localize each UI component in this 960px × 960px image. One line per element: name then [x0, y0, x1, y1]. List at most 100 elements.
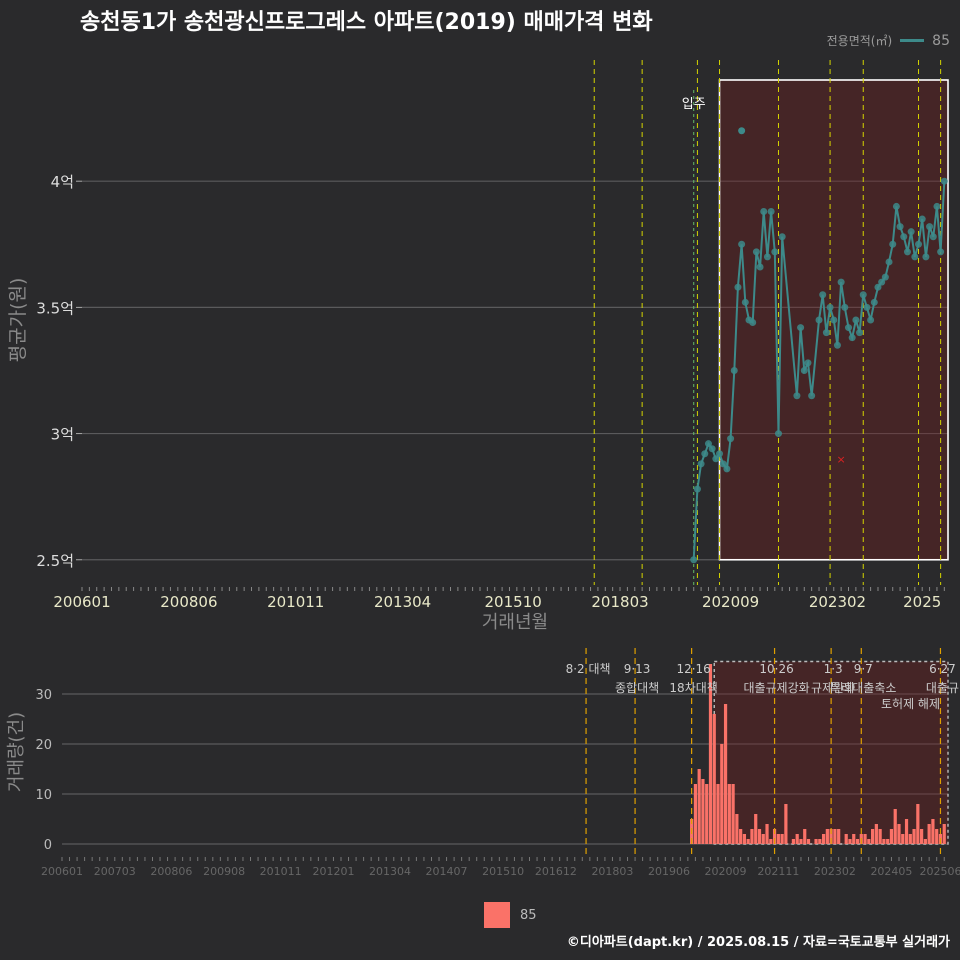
price-chart: 2.5억 3억 3.5억 4억 입주 × 200601 200806 201011 201304 2…: [7, 60, 949, 633]
volume-y-tick-label: 30: [35, 688, 52, 703]
price-point: [708, 445, 716, 453]
price-x-tick-label: 201803: [591, 593, 648, 611]
price-point: [734, 283, 742, 291]
policy-date-label: 12·16: [676, 662, 710, 676]
price-y-tick-label: 3억: [51, 426, 74, 444]
price-point: [712, 455, 720, 463]
price-x-tick-label: 200601: [53, 593, 110, 611]
volume-bar: [731, 784, 735, 844]
move-in-label: 입주: [682, 97, 706, 112]
price-point: [793, 392, 801, 400]
price-y-tick-label: 3.5억: [36, 299, 74, 317]
volume-bar: [829, 829, 833, 844]
price-point: [845, 324, 853, 332]
volume-bar: [795, 834, 799, 844]
price-point: [819, 291, 827, 299]
chart-title: 송천동1가 송천광신프로그레스 아파트(2019) 매매가격 변화: [80, 10, 653, 35]
policy-extra-label: 토허제 해제: [881, 697, 940, 711]
volume-bar: [942, 824, 946, 844]
volume-bar: [848, 839, 852, 844]
policy-name-label: 대출규제강화: [743, 681, 809, 695]
price-point: [808, 392, 816, 400]
price-point: [804, 359, 812, 367]
price-point: [693, 485, 701, 493]
volume-bar: [806, 839, 811, 844]
price-x-tick-label: 2025: [903, 593, 941, 611]
volume-legend-swatch-icon: [484, 902, 510, 928]
volume-x-tick-label: 201906: [648, 865, 690, 878]
price-point: [741, 298, 749, 306]
price-point: [896, 223, 904, 231]
policy-date-label: 1·3: [824, 662, 843, 676]
volume-bar: [742, 834, 747, 844]
volume-bar: [708, 664, 713, 844]
volume-x-tick-label: 201803: [591, 865, 633, 878]
volume-bar: [720, 744, 724, 844]
price-point: [704, 440, 712, 448]
policy-name-label: 규제완화: [811, 681, 855, 695]
price-point: [719, 460, 727, 468]
price-point: [723, 465, 731, 473]
volume-y-tick-label: 0: [44, 838, 52, 853]
volume-bar: [916, 804, 920, 844]
price-x-tick-label: 201011: [267, 593, 324, 611]
volume-bar: [697, 769, 701, 844]
volume-bar: [716, 784, 720, 844]
price-point: [885, 258, 893, 266]
volume-bar: [837, 829, 841, 844]
price-point: [929, 233, 937, 241]
volume-x-tick-label: 201011: [260, 865, 302, 878]
volume-bar: [931, 819, 935, 844]
volume-bar: [821, 834, 826, 844]
price-y-tick-label: 4억: [51, 173, 74, 191]
volume-x-tick-label: 201407: [426, 865, 468, 878]
volume-bar: [757, 829, 762, 844]
volume-bar: [727, 784, 731, 844]
volume-bar: [825, 829, 829, 844]
volume-bar: [712, 714, 716, 844]
volume-bar: [761, 834, 765, 844]
price-point: [767, 207, 775, 215]
price-point: [940, 177, 948, 185]
price-point: [774, 430, 782, 438]
price-point: [878, 278, 886, 286]
volume-x-tick-label: 200908: [203, 865, 245, 878]
price-point: [730, 366, 738, 374]
price-point: [833, 341, 841, 349]
volume-bar: [923, 839, 927, 844]
price-point: [749, 319, 757, 327]
volume-bar: [750, 829, 754, 844]
price-point: [822, 329, 830, 337]
volume-bar: [818, 839, 822, 844]
volume-bar: [746, 839, 750, 844]
volume-x-tick-label: 202302: [814, 865, 856, 878]
price-outlier-mark: ×: [837, 453, 846, 466]
volume-x-tick-label: 201510: [482, 865, 524, 878]
volume-bar: [882, 839, 886, 844]
price-point: [852, 316, 860, 324]
price-point: [771, 248, 779, 256]
price-point: [778, 233, 786, 241]
volume-bar: [739, 829, 743, 844]
price-legend-value: 85: [932, 32, 950, 49]
volume-bar: [897, 824, 901, 844]
volume-bar: [701, 779, 705, 844]
policy-date-label: 10·26: [759, 662, 793, 676]
price-point: [874, 283, 882, 291]
price-point: [933, 202, 941, 210]
volume-bar: [784, 804, 788, 844]
policy-date-label: 6·27: [929, 662, 956, 676]
policy-name-label: 대출규: [926, 681, 959, 695]
volume-bar: [874, 824, 878, 844]
volume-bar: [863, 834, 867, 844]
volume-bar: [769, 839, 773, 844]
price-point: [701, 450, 709, 458]
price-x-tick-label: 200806: [160, 593, 217, 611]
price-point: [815, 316, 823, 324]
volume-x-tick-label: 200703: [94, 865, 136, 878]
volume-bar: [723, 704, 728, 844]
volume-bar: [901, 834, 905, 844]
volume-y-axis-title: 거래량(건): [6, 712, 27, 792]
price-point: [889, 240, 897, 248]
price-point: [856, 329, 864, 337]
